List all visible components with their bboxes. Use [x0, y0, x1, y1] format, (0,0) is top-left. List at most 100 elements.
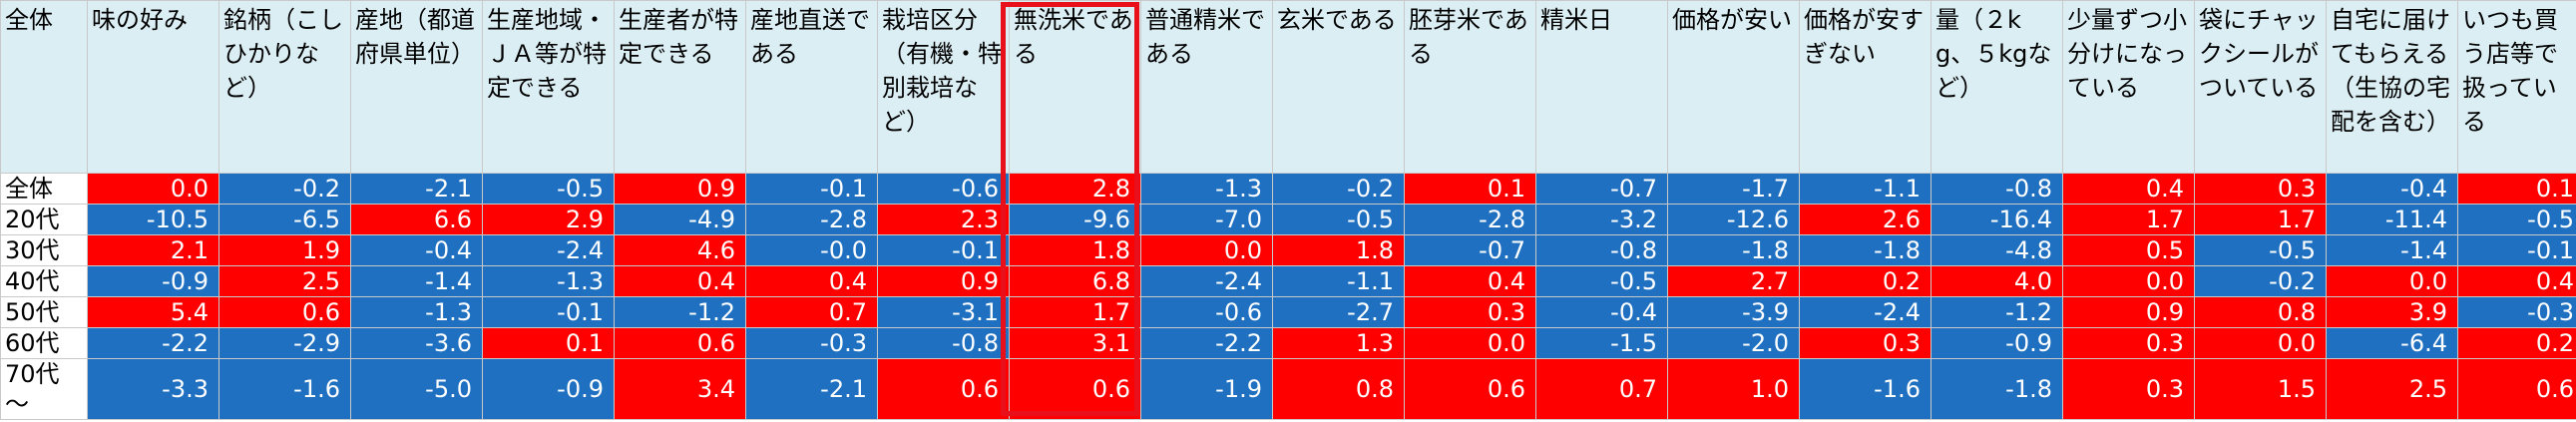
value-cell: -0.4 — [350, 234, 483, 266]
column-header: いつも買う店等で扱っている — [2457, 0, 2576, 174]
column-header: 味の好み — [87, 0, 219, 174]
value-cell: 0.5 — [2062, 234, 2195, 266]
row-label: 全体 — [0, 173, 88, 205]
value-cell: -6.5 — [218, 204, 351, 235]
table-body: 全体 0.0 -0.2 -2.1 -0.5 0.9 -0.1 -0.6 2.8 -1.3 -0.2 0… — [0, 173, 2576, 420]
value-cell: -0.1 — [2457, 234, 2576, 266]
value-cell: -0.5 — [1535, 265, 1668, 297]
value-cell: 2.6 — [1799, 204, 1932, 235]
value-cell: 1.5 — [2194, 358, 2327, 420]
value-cell: -2.9 — [218, 327, 351, 359]
value-cell: 1.9 — [218, 234, 351, 266]
table-row: 40代 -0.9 2.5 -1.4 -1.3 0.4 0.4 0.9 6.8 -2.4 -1.1 0.… — [0, 265, 2576, 297]
value-cell: -1.3 — [350, 296, 483, 328]
value-cell: -1.4 — [2326, 234, 2458, 266]
value-cell: 3.1 — [1009, 327, 1141, 359]
value-cell: -3.2 — [1535, 204, 1668, 235]
value-cell: -2.4 — [1140, 265, 1273, 297]
value-cell: -0.3 — [745, 327, 878, 359]
value-cell: -1.3 — [1140, 173, 1273, 205]
value-cell: 2.5 — [2326, 358, 2458, 420]
row-label: 70代～ — [0, 358, 88, 420]
value-cell: -0.9 — [482, 358, 615, 420]
value-cell: -2.7 — [1272, 296, 1405, 328]
value-cell: 0.0 — [2194, 327, 2327, 359]
value-cell: -2.1 — [350, 173, 483, 205]
value-cell: 1.7 — [2194, 204, 2327, 235]
value-cell: 0.6 — [2457, 358, 2576, 420]
value-cell: -1.4 — [350, 265, 483, 297]
value-cell: -0.1 — [745, 173, 878, 205]
value-cell: 0.8 — [1272, 358, 1405, 420]
column-header: 胚芽米である — [1404, 0, 1536, 174]
value-cell: 1.7 — [1009, 296, 1141, 328]
value-cell: -16.4 — [1931, 204, 2063, 235]
value-cell: -1.8 — [1931, 358, 2063, 420]
value-cell: -2.8 — [1404, 204, 1536, 235]
value-cell: 0.3 — [1404, 296, 1536, 328]
value-cell: 4.0 — [1931, 265, 2063, 297]
value-cell: 0.8 — [2194, 296, 2327, 328]
value-cell: -1.2 — [614, 296, 746, 328]
value-cell: 2.3 — [877, 204, 1010, 235]
value-cell: -0.4 — [2326, 173, 2458, 205]
value-cell: 0.0 — [1140, 234, 1273, 266]
value-cell: -4.9 — [614, 204, 746, 235]
column-header: 精米日 — [1535, 0, 1668, 174]
column-header: 生産者が特定できる — [614, 0, 746, 174]
column-header: 産地（都道府県単位） — [350, 0, 483, 174]
value-cell: -3.1 — [877, 296, 1010, 328]
value-cell: -9.6 — [1009, 204, 1141, 235]
value-cell: -2.1 — [745, 358, 878, 420]
column-header: 袋にチャックシールがついている — [2194, 0, 2327, 174]
column-header: 少量ずつ小分けになっている — [2062, 0, 2195, 174]
value-cell: -5.0 — [350, 358, 483, 420]
value-cell: 0.0 — [2326, 265, 2458, 297]
value-cell: 0.6 — [218, 296, 351, 328]
value-cell: -1.7 — [1667, 173, 1800, 205]
value-cell: 0.3 — [2194, 173, 2327, 205]
value-cell: 1.8 — [1272, 234, 1405, 266]
value-cell: -4.8 — [1931, 234, 2063, 266]
row-label: 50代 — [0, 296, 88, 328]
value-cell: -2.0 — [1667, 327, 1800, 359]
value-cell: 0.7 — [1535, 358, 1668, 420]
value-cell: 0.4 — [2457, 265, 2576, 297]
value-cell: -10.5 — [87, 204, 219, 235]
value-cell: -2.2 — [1140, 327, 1273, 359]
value-cell: 2.8 — [1009, 173, 1141, 205]
value-cell: 0.0 — [2062, 265, 2195, 297]
column-header: 価格が安すぎない — [1799, 0, 1932, 174]
value-cell: -1.8 — [1667, 234, 1800, 266]
value-cell: -0.2 — [2194, 265, 2327, 297]
value-cell: -0.5 — [1272, 204, 1405, 235]
value-cell: -1.1 — [1272, 265, 1405, 297]
value-cell: -0.8 — [1931, 173, 2063, 205]
value-cell: 0.9 — [877, 265, 1010, 297]
value-cell: 0.3 — [2062, 358, 2195, 420]
value-cell: 6.8 — [1009, 265, 1141, 297]
value-cell: -7.0 — [1140, 204, 1273, 235]
table-row: 30代 2.1 1.9 -0.4 -2.4 4.6 -0.0 -0.1 1.8 0.0 1.8 -0.… — [0, 234, 2576, 266]
value-cell: -2.8 — [745, 204, 878, 235]
value-cell: -0.2 — [1272, 173, 1405, 205]
value-cell: -0.1 — [482, 296, 615, 328]
value-cell: 0.1 — [482, 327, 615, 359]
value-cell: 2.9 — [482, 204, 615, 235]
value-cell: -0.5 — [2457, 204, 2576, 235]
value-cell: -3.3 — [87, 358, 219, 420]
value-cell: -0.7 — [1535, 173, 1668, 205]
column-header: 量（２kg、５kgなど） — [1931, 0, 2063, 174]
value-cell: 0.3 — [2062, 327, 2195, 359]
value-cell: -1.6 — [1799, 358, 1932, 420]
value-cell: -1.5 — [1535, 327, 1668, 359]
row-label: 60代 — [0, 327, 88, 359]
column-header: 生産地域・ＪＡ等が特定できる — [482, 0, 615, 174]
value-cell: 1.8 — [1009, 234, 1141, 266]
value-cell: 3.4 — [614, 358, 746, 420]
corner-header: 全体 — [0, 0, 88, 174]
value-cell: -3.9 — [1667, 296, 1800, 328]
value-cell: 1.3 — [1272, 327, 1405, 359]
value-cell: -3.6 — [350, 327, 483, 359]
value-cell: -0.8 — [877, 327, 1010, 359]
